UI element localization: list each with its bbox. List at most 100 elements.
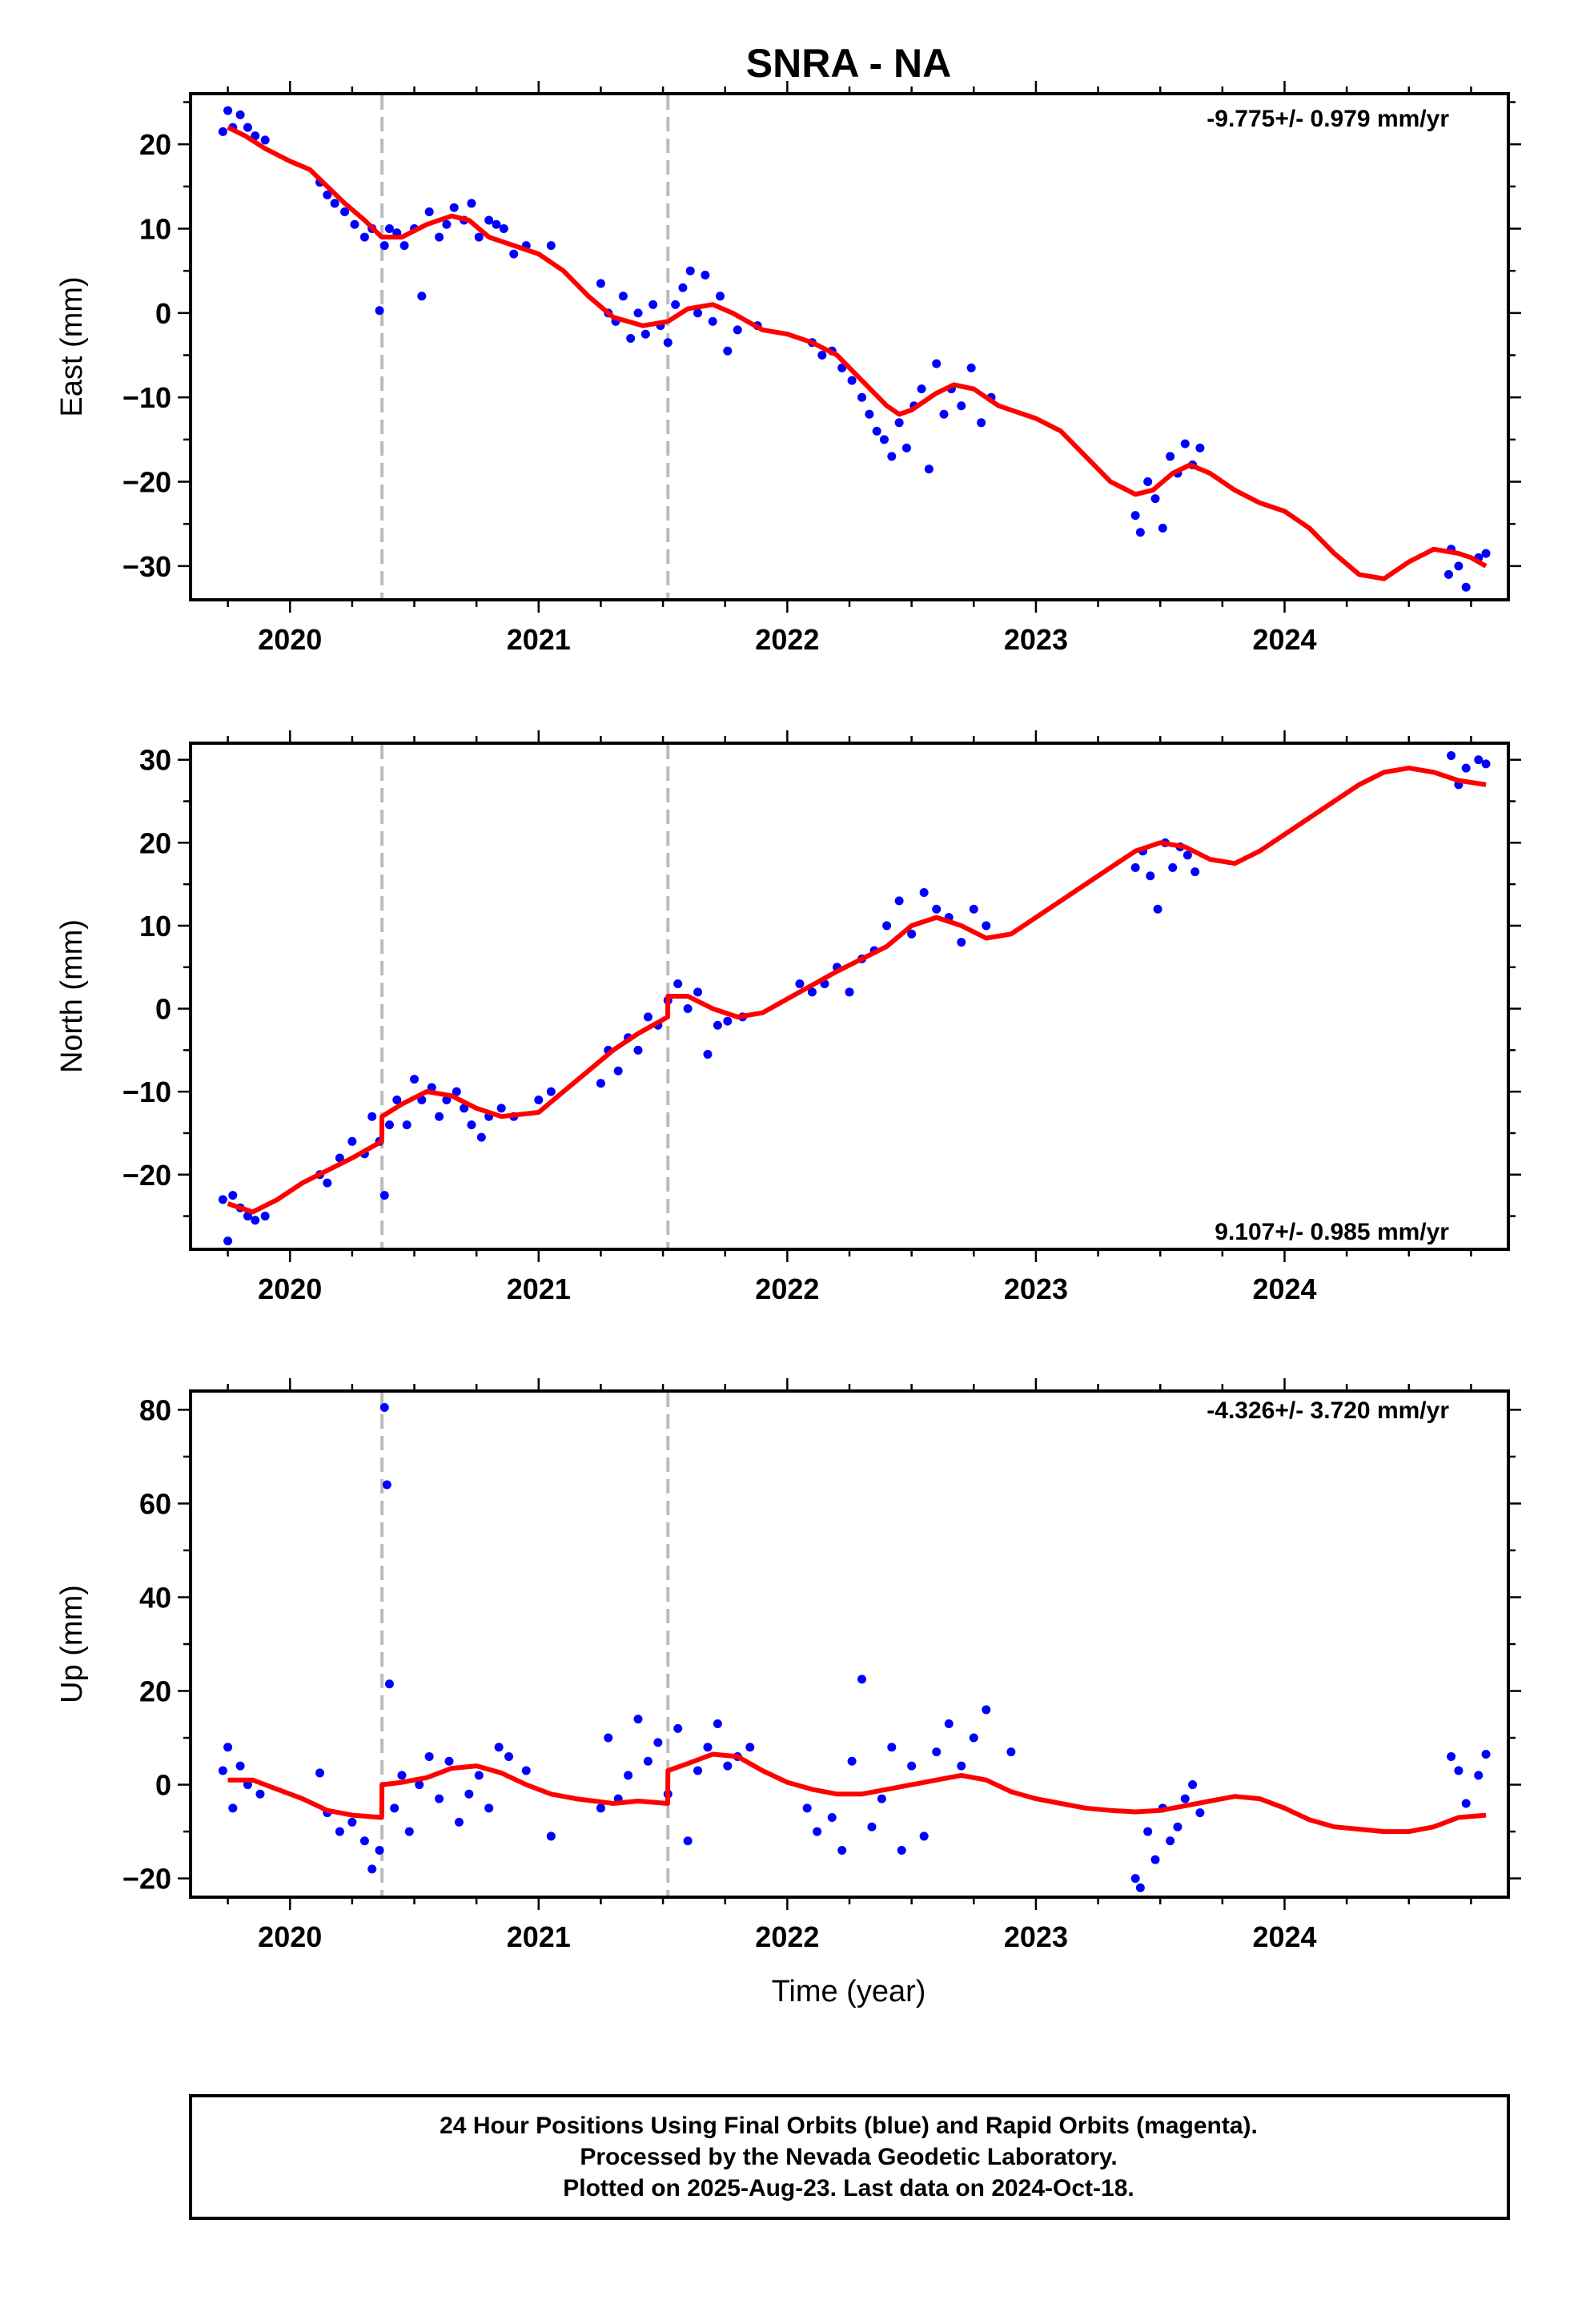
up-data-point <box>1173 1822 1182 1831</box>
east-data-point <box>817 351 827 360</box>
up-data-point <box>745 1743 755 1752</box>
east-data-point <box>1166 452 1175 461</box>
east-frame <box>189 92 1510 601</box>
east-data-point <box>901 443 911 452</box>
north-data-point <box>643 1012 652 1022</box>
north-data-point <box>633 1045 643 1055</box>
east-data-point <box>917 384 926 394</box>
up-data-point <box>887 1743 897 1752</box>
north-data-point <box>1447 751 1456 761</box>
east-data-point <box>449 203 459 212</box>
east-data-point <box>435 232 444 242</box>
up-x-tick-label: 2023 <box>1004 1920 1068 1953</box>
up-data-point <box>464 1789 474 1799</box>
east-data-point <box>1481 549 1491 558</box>
east-data-point <box>618 292 628 301</box>
up-y-tick-label: 40 <box>139 1581 171 1614</box>
north-data-point <box>402 1120 412 1130</box>
footer-box <box>189 2094 1510 2220</box>
east-data-point <box>894 418 904 428</box>
east-data-point <box>932 359 942 368</box>
north-data-point <box>392 1096 402 1105</box>
up-data-point <box>255 1789 265 1799</box>
up-y-tick-label: −20 <box>122 1863 171 1896</box>
east-x-tick-label: 2023 <box>1004 623 1068 656</box>
east-data-point <box>716 292 725 301</box>
up-data-point <box>867 1822 877 1831</box>
north-data-point <box>379 1191 389 1200</box>
north-data-point <box>496 1104 506 1113</box>
east-data-point <box>417 292 427 301</box>
east-y-tick-label: 0 <box>155 297 171 330</box>
east-data-point <box>1180 439 1190 448</box>
north-y-tick-label: −20 <box>122 1159 171 1192</box>
up-data-point <box>1180 1794 1190 1803</box>
up-data-point <box>474 1771 484 1780</box>
east-data-point <box>1143 477 1153 487</box>
up-x-tick-label: 2022 <box>755 1920 819 1953</box>
up-data-point <box>218 1766 227 1775</box>
up-data-point <box>384 1679 394 1689</box>
up-data-point <box>494 1743 504 1752</box>
east-data-point <box>379 241 389 251</box>
east-data-point <box>640 329 650 339</box>
east-data-point <box>375 306 384 316</box>
up-data-point <box>827 1813 837 1823</box>
up-data-point <box>504 1751 514 1761</box>
north-x-tick-label: 2022 <box>755 1273 819 1305</box>
up-data-point <box>335 1827 344 1836</box>
east-data-point <box>966 363 976 372</box>
footer-line-1: 24 Hour Positions Using Final Orbits (bl… <box>440 2113 1258 2139</box>
east-data-point <box>467 199 476 208</box>
north-data-point <box>882 921 892 931</box>
east-data-point <box>546 241 556 251</box>
up-data-point <box>1150 1855 1160 1864</box>
north-data-point <box>452 1087 461 1096</box>
east-data-point <box>939 409 949 419</box>
east-data-point <box>1150 494 1160 504</box>
north-y-axis-label: North (mm) <box>55 919 89 1073</box>
north-data-point <box>243 1212 252 1221</box>
north-y-tick-label: 20 <box>139 826 171 859</box>
north-data-point <box>218 1195 227 1204</box>
east-data-point <box>350 219 359 229</box>
north-data-point <box>713 1020 722 1030</box>
north-data-point <box>1182 850 1192 860</box>
east-data-point <box>685 266 695 275</box>
north-rate-label: 9.107+/- 0.985 mm/yr <box>1215 1219 1449 1245</box>
up-data-point <box>546 1831 556 1841</box>
north-y-tick-label: 10 <box>139 910 171 943</box>
east-data-point <box>1461 582 1471 592</box>
east-data-point <box>509 249 519 259</box>
north-x-tick-label: 2020 <box>258 1273 322 1305</box>
up-data-point <box>932 1747 942 1757</box>
up-data-point <box>484 1803 494 1813</box>
north-data-point <box>932 904 942 914</box>
north-data-point <box>693 987 703 997</box>
north-data-point <box>613 1066 623 1076</box>
east-x-tick-label: 2021 <box>507 623 571 656</box>
up-data-point <box>1130 1874 1140 1884</box>
up-data-point <box>944 1719 954 1728</box>
east-x-tick-label: 2024 <box>1252 623 1316 656</box>
up-rate-label: -4.326+/- 3.720 mm/yr <box>1207 1397 1449 1424</box>
east-data-point <box>1135 528 1145 537</box>
up-data-point <box>1447 1751 1456 1761</box>
up-data-point <box>454 1817 464 1827</box>
up-data-point <box>404 1827 414 1836</box>
up-data-point <box>1188 1780 1198 1790</box>
north-data-point <box>223 1236 233 1246</box>
north-data-point <box>596 1079 605 1088</box>
east-data-point <box>384 224 394 234</box>
up-data-point <box>653 1738 663 1747</box>
up-data-point <box>315 1768 324 1778</box>
up-data-point <box>1461 1799 1471 1808</box>
north-data-point <box>546 1087 556 1096</box>
east-data-point <box>323 190 332 199</box>
up-data-point <box>1474 1771 1484 1780</box>
north-y-tick-label: −10 <box>122 1076 171 1108</box>
north-data-point <box>410 1075 420 1084</box>
north-y-tick-label: 30 <box>139 744 171 777</box>
